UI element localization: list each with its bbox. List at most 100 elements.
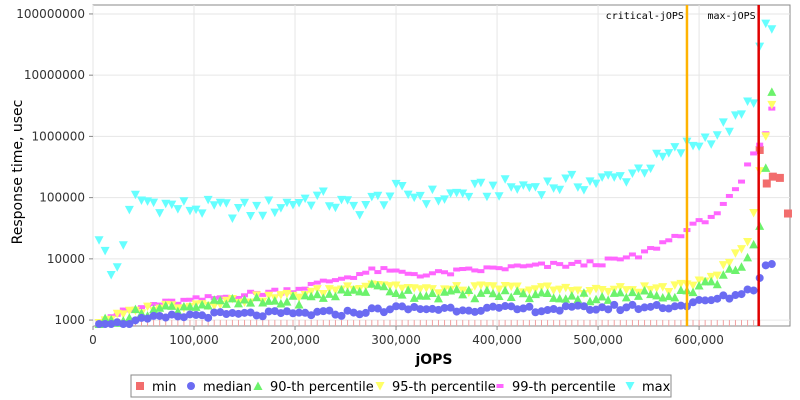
95-th-percentile-point [143,302,153,312]
99-th-percentile-point [150,302,158,307]
median-point [434,305,443,314]
99-th-percentile-point [489,265,497,270]
median-point [131,316,140,325]
90-th-percentile-point [264,296,274,305]
95-th-percentile-point [615,283,625,292]
99-th-percentile-point [301,286,309,291]
max-point [652,149,662,159]
grid [92,5,790,326]
median-point [422,305,431,314]
max-point [433,197,443,206]
90-th-percentile-point [743,252,753,262]
max-point [367,192,377,202]
99-th-percentile-point [750,151,758,156]
90-th-percentile-point [185,301,195,311]
90-th-percentile-point [676,285,686,295]
median-point [282,307,291,316]
95-th-percentile-point [561,283,571,293]
max-point [706,140,716,149]
95-th-percentile-point [470,282,480,291]
90-th-percentile-point [318,293,328,302]
max-point [118,241,128,250]
max-point [530,183,540,192]
90-th-percentile-point [652,290,662,300]
99-th-percentile-point [713,211,721,216]
median-point [392,302,401,311]
max-point [694,142,704,152]
99-th-percentile-point [556,262,564,267]
median-point [367,304,376,313]
90-th-percentile-point [458,289,468,299]
max-point [252,201,262,211]
min-point [783,209,792,218]
max-point [524,183,534,193]
median-point [501,302,510,311]
99-th-percentile-point [234,295,242,300]
max-point [233,204,243,213]
max-point [543,177,553,187]
x-axis: 0 100,000 200,000 300,000 400,000 500,000 600,… [89,326,724,347]
y-tick-label: 1000 [54,313,85,327]
95-th-percentile-point [118,310,128,319]
max-point [440,195,450,204]
median-point [185,310,194,319]
max-point [106,271,116,280]
median-point [337,311,346,320]
90-th-percentile-point [391,288,401,297]
99-th-percentile-point [204,294,212,299]
99-th-percentile-point [701,220,709,225]
median-point [143,314,152,323]
95-th-percentile-point [573,286,583,295]
90-th-percentile-point [494,291,504,301]
90-th-percentile-point [227,293,237,303]
median-point [137,313,146,322]
90-th-percentile-point [670,292,680,302]
90-th-percentile-point [221,299,231,308]
90-th-percentile-point [397,290,407,299]
x-tick-label: 200,000 [270,333,320,347]
median-point [616,306,625,315]
95-th-percentile-point [476,281,486,291]
x-tick-label: 300,000 [371,333,421,347]
99-th-percentile-point [380,266,388,271]
90-th-percentile-point [706,276,716,286]
max-point [124,205,134,215]
90-th-percentile-point [464,285,474,295]
median-point [689,298,698,307]
99-th-percentile-point [471,268,479,273]
max-point [494,192,504,201]
99-th-percentile-point [665,238,673,243]
median-point [252,311,261,320]
median-point [640,303,649,312]
90-th-percentile-point [379,281,389,291]
median-point [289,309,298,318]
90-th-percentile-point [549,293,559,302]
median-point [513,305,522,314]
max-point [664,149,674,158]
median-point [652,301,661,310]
max-point [537,191,547,200]
99-th-percentile-point [574,259,582,264]
90-th-percentile-point [282,297,292,306]
median-point [319,307,328,316]
median-point [404,305,413,314]
99-th-percentile-point [689,221,697,226]
95-th-percentile-point [585,286,595,296]
median-point [179,313,188,322]
max-point [561,174,571,183]
median-point [658,304,667,313]
99-th-percentile-point [459,267,467,272]
99-th-percentile-point [313,280,321,285]
99-th-percentile-point [634,255,642,260]
90-th-percentile-point [621,292,631,302]
90-th-percentile-point [421,291,431,300]
max-point [700,133,710,142]
95-th-percentile-point [494,285,504,295]
median-point [470,307,479,316]
x-axis-title: jOPS [414,352,452,368]
99-th-percentile-point [719,201,727,206]
median-point [295,308,304,317]
y-tick-label: 10000000 [24,68,85,82]
median-point [507,302,516,311]
99-th-percentile-point [659,240,667,245]
